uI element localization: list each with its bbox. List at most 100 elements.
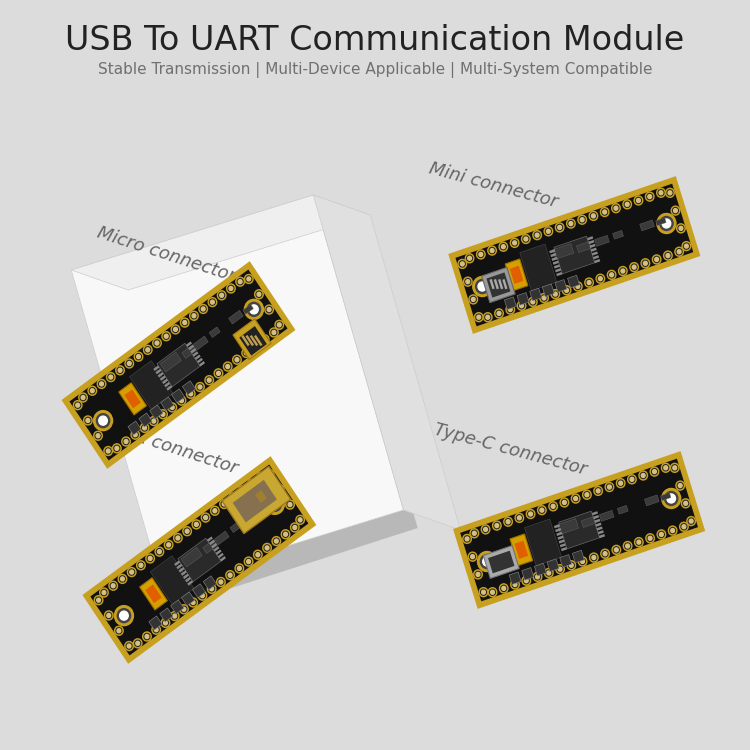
Circle shape xyxy=(654,256,659,262)
Polygon shape xyxy=(595,236,609,246)
Circle shape xyxy=(682,499,690,508)
Polygon shape xyxy=(522,568,534,580)
Polygon shape xyxy=(209,540,215,545)
Circle shape xyxy=(542,295,547,301)
Circle shape xyxy=(126,643,132,649)
Circle shape xyxy=(265,305,274,314)
Circle shape xyxy=(580,217,584,222)
Circle shape xyxy=(290,523,299,532)
Circle shape xyxy=(236,278,244,286)
Circle shape xyxy=(675,248,683,256)
Circle shape xyxy=(554,292,557,296)
Polygon shape xyxy=(482,267,515,303)
Circle shape xyxy=(594,487,602,496)
Polygon shape xyxy=(196,358,202,363)
Circle shape xyxy=(652,469,657,475)
Circle shape xyxy=(483,526,488,532)
Circle shape xyxy=(598,276,603,282)
Circle shape xyxy=(235,358,238,362)
Polygon shape xyxy=(193,584,206,598)
Circle shape xyxy=(618,480,623,486)
Circle shape xyxy=(161,413,165,416)
Circle shape xyxy=(583,490,591,500)
Circle shape xyxy=(684,501,688,506)
Polygon shape xyxy=(487,272,511,298)
Circle shape xyxy=(292,524,298,530)
Polygon shape xyxy=(483,546,519,578)
Circle shape xyxy=(659,532,663,536)
Polygon shape xyxy=(555,280,567,292)
Polygon shape xyxy=(557,536,563,540)
Circle shape xyxy=(129,569,134,575)
Circle shape xyxy=(468,256,472,260)
Polygon shape xyxy=(233,319,271,359)
Circle shape xyxy=(565,288,568,292)
Circle shape xyxy=(210,586,214,591)
Circle shape xyxy=(620,268,626,274)
Circle shape xyxy=(629,476,634,482)
Circle shape xyxy=(626,544,629,548)
Polygon shape xyxy=(505,297,516,310)
Circle shape xyxy=(232,356,242,364)
Circle shape xyxy=(116,366,124,375)
Circle shape xyxy=(687,517,695,526)
Polygon shape xyxy=(214,531,230,544)
Circle shape xyxy=(98,380,106,388)
Circle shape xyxy=(262,544,272,553)
Circle shape xyxy=(176,536,180,540)
Circle shape xyxy=(119,576,125,582)
Circle shape xyxy=(612,545,620,554)
Circle shape xyxy=(626,202,629,206)
Polygon shape xyxy=(556,272,562,276)
Circle shape xyxy=(207,378,212,382)
Circle shape xyxy=(293,526,297,530)
Circle shape xyxy=(85,418,91,424)
Polygon shape xyxy=(509,572,521,584)
Polygon shape xyxy=(550,253,556,257)
Circle shape xyxy=(512,240,518,246)
Circle shape xyxy=(568,562,574,568)
Circle shape xyxy=(296,515,304,524)
Circle shape xyxy=(109,581,118,590)
Circle shape xyxy=(569,563,573,567)
Circle shape xyxy=(257,292,261,296)
Circle shape xyxy=(602,209,608,215)
Circle shape xyxy=(163,620,168,626)
Circle shape xyxy=(86,419,90,422)
Polygon shape xyxy=(207,536,213,542)
Circle shape xyxy=(682,500,688,506)
Circle shape xyxy=(154,340,160,346)
Polygon shape xyxy=(188,580,194,586)
Circle shape xyxy=(607,484,612,490)
Circle shape xyxy=(275,320,284,329)
Circle shape xyxy=(243,350,249,356)
Circle shape xyxy=(529,512,532,516)
Circle shape xyxy=(190,599,196,605)
Polygon shape xyxy=(148,616,162,630)
Circle shape xyxy=(668,526,677,535)
Circle shape xyxy=(578,557,586,566)
Circle shape xyxy=(254,344,257,348)
Circle shape xyxy=(506,519,511,525)
Circle shape xyxy=(202,514,208,520)
Circle shape xyxy=(189,392,193,396)
Circle shape xyxy=(122,437,130,446)
Polygon shape xyxy=(176,564,182,569)
Circle shape xyxy=(170,404,175,410)
Circle shape xyxy=(190,311,198,320)
Circle shape xyxy=(286,500,294,509)
Circle shape xyxy=(268,472,272,476)
Polygon shape xyxy=(217,553,223,558)
Circle shape xyxy=(232,495,236,499)
Circle shape xyxy=(274,539,278,543)
Circle shape xyxy=(643,260,648,266)
Circle shape xyxy=(532,231,542,240)
Circle shape xyxy=(666,254,670,257)
Circle shape xyxy=(683,243,689,249)
Circle shape xyxy=(502,244,506,249)
Text: Micro connector: Micro connector xyxy=(95,224,238,286)
Circle shape xyxy=(562,286,571,295)
Polygon shape xyxy=(185,577,191,582)
Circle shape xyxy=(256,291,262,297)
Polygon shape xyxy=(164,382,170,387)
